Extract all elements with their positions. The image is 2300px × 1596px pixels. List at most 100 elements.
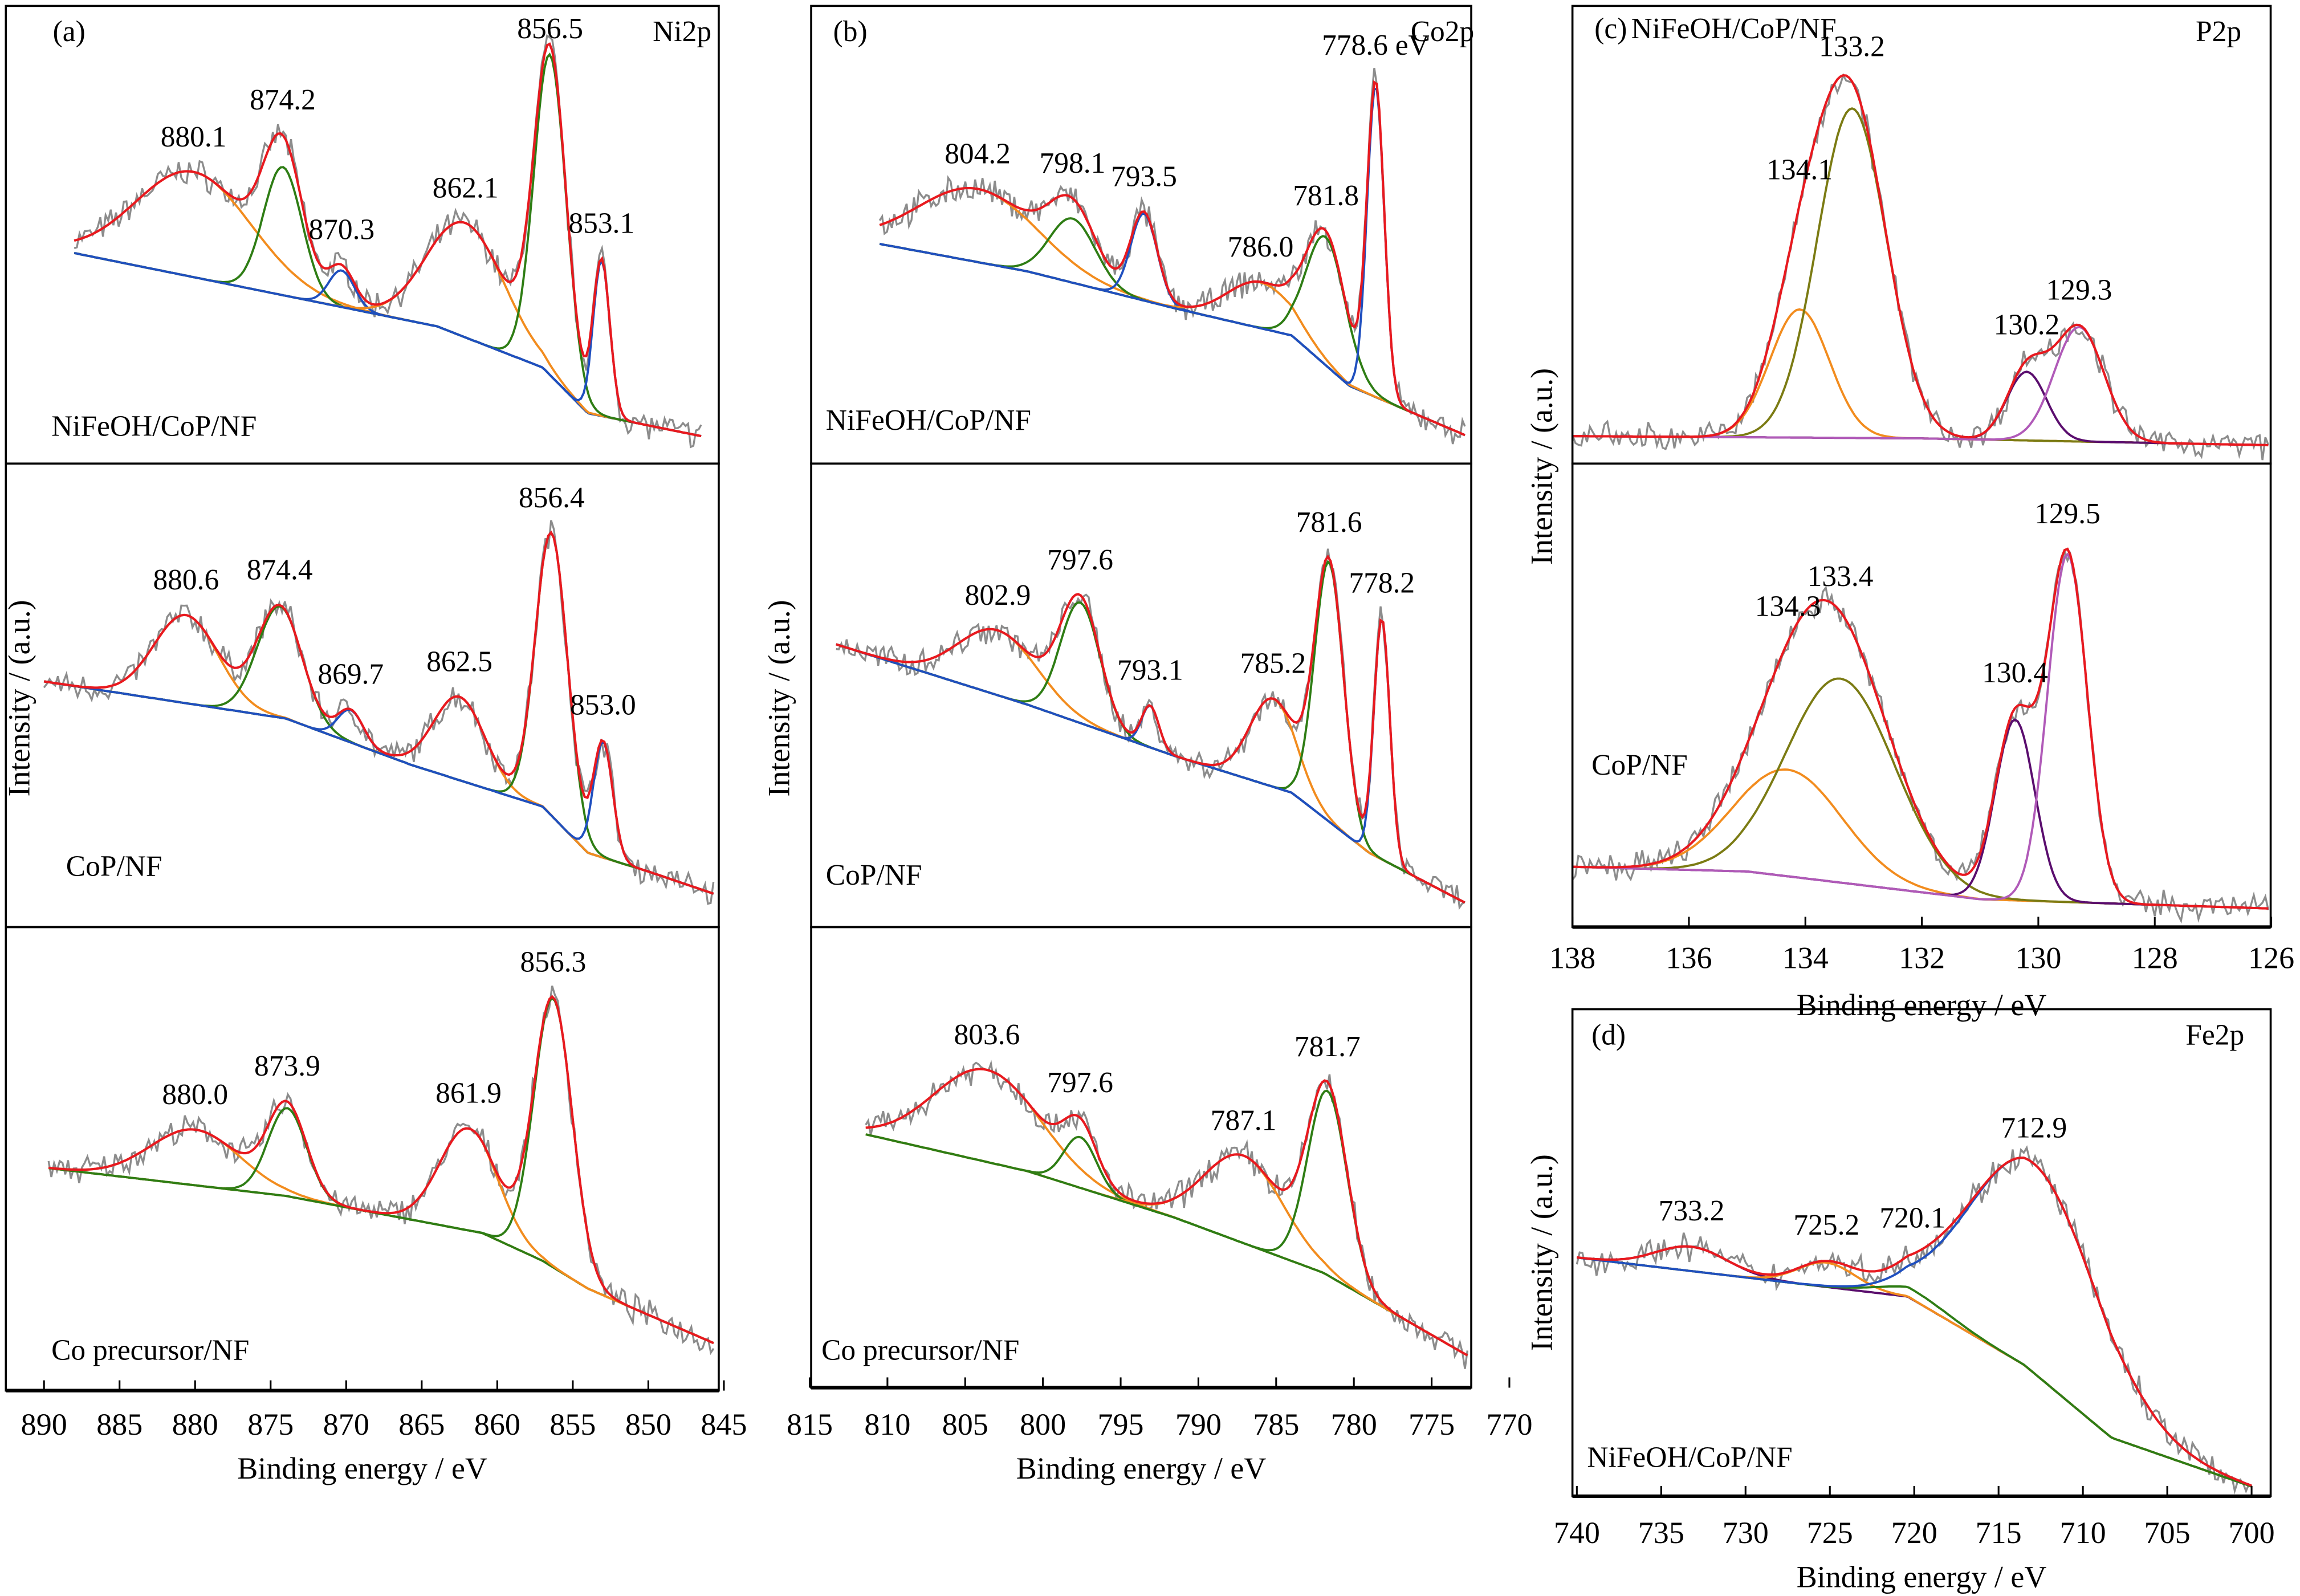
plot-area	[865, 1060, 1469, 1369]
x-tick-label: 126	[2248, 941, 2294, 975]
subplot-co-precursor-nf: 803.6 797.6 787.1 781.7 Co precursor/NF	[810, 926, 1472, 1389]
peak-label: 797.6	[1047, 544, 1113, 576]
subplot-frame	[810, 926, 1472, 1389]
fit-envelope	[1572, 547, 2269, 910]
x-tick-label: 128	[2132, 941, 2178, 975]
x-tick-label: 855	[549, 1407, 596, 1442]
fit-component-862.1	[74, 221, 702, 438]
plot-area	[836, 548, 1466, 910]
peak-label: 133.2	[1819, 30, 1885, 63]
peak-label: 880.1	[161, 121, 227, 153]
x-tick-label: 810	[864, 1407, 910, 1442]
plot-area	[74, 34, 702, 449]
peak-label: 856.5	[517, 13, 583, 45]
x-tick-label: 132	[1899, 941, 1945, 975]
x-tick-label: 880	[172, 1407, 218, 1442]
sample-label: CoP/NF	[1591, 749, 1688, 781]
fit-component-853	[43, 680, 714, 895]
peak-label: 793.1	[1117, 654, 1183, 687]
x-tick-label: 710	[2060, 1516, 2106, 1550]
background-line	[48, 1167, 714, 1344]
peak-label: 781.7	[1294, 1031, 1361, 1063]
fit-component-856.5	[74, 52, 702, 438]
x-tick-label: 138	[1549, 941, 1595, 975]
fit-component-861.9	[48, 1127, 714, 1345]
x-tick-label: 865	[398, 1407, 445, 1442]
peak-label: 129.5	[2034, 498, 2100, 530]
subplot-cop-nf: 802.9 797.6 793.1 785.2 781.6 778.2 CoP/NF	[810, 462, 1472, 929]
peak-label: 874.2	[250, 84, 316, 116]
fit-envelope	[879, 80, 1466, 437]
subplot-frame	[5, 926, 720, 1392]
x-axis-label: Binding energy / eV	[1016, 1451, 1267, 1485]
x-axis-label: Binding energy / eV	[237, 1451, 487, 1485]
panel-b: 804.2 798.1 793.5 786.0 781.8 778.6 eV NiFeOH/…	[762, 5, 1532, 1485]
x-tick-label: 875	[247, 1407, 294, 1442]
sample-label: Co precursor/NF	[821, 1334, 1019, 1367]
peak-label: 870.3	[308, 214, 374, 246]
fit-envelope	[865, 1068, 1468, 1357]
x-tick-label: 850	[625, 1407, 671, 1442]
element-label: Ni2p	[653, 15, 711, 48]
x-tick-label: 845	[701, 1407, 747, 1442]
x-tick-label: 890	[21, 1407, 67, 1442]
sample-label: NiFeOH/CoP/NF	[1587, 1441, 1792, 1473]
peak-label: 129.3	[2046, 274, 2112, 307]
peak-label: 802.9	[965, 579, 1031, 612]
plot-area	[1572, 547, 2270, 924]
y-axis-label: Intensity / (a.u.)	[2, 600, 36, 796]
background-line	[865, 1133, 1468, 1357]
fit-component-133.4	[1572, 677, 2269, 910]
raw-spectrum	[74, 34, 702, 449]
fit-component-793.5	[879, 212, 1466, 437]
fit-component-787.1	[865, 1133, 1468, 1357]
peak-label: 725.2	[1793, 1209, 1859, 1241]
x-tick-label: 780	[1331, 1407, 1377, 1442]
peak-label: 781.8	[1293, 180, 1359, 212]
x-tick-label: 130	[2015, 941, 2061, 975]
peak-label: 778.6 eV	[1322, 29, 1430, 62]
peak-label: 130.4	[1982, 657, 2048, 689]
peak-label: 720.1	[1879, 1202, 1945, 1235]
subplot-nifeoh-cop-nf: 880.1 874.2 870.3 862.1 856.5 853.1 NiFeOH/CoP…	[5, 5, 720, 465]
peak-label: 861.9	[435, 1077, 502, 1110]
x-tick-label: 705	[2144, 1516, 2191, 1550]
peak-label: 853.1	[568, 207, 634, 239]
raw-spectrum	[865, 1060, 1469, 1369]
peak-label: 874.4	[247, 554, 313, 587]
element-label: Co2p	[1411, 15, 1475, 48]
peak-label: 793.5	[1111, 160, 1177, 193]
fit-component-129.3	[1572, 325, 2269, 447]
peak-label: 786.0	[1228, 231, 1294, 263]
peak-label: 134.3	[1755, 590, 1821, 622]
plot-area	[1576, 1145, 2252, 1495]
fit-envelope	[74, 42, 702, 438]
peak-label: 873.9	[254, 1050, 320, 1082]
fit-envelope	[48, 995, 714, 1345]
peak-label: 712.9	[2001, 1112, 2067, 1144]
fit-envelope	[1572, 74, 2269, 447]
x-tick-label: 715	[1976, 1516, 2022, 1550]
x-tick-label: 775	[1409, 1407, 1455, 1442]
peak-label: 853.0	[570, 689, 636, 721]
sample-label: Co precursor/NF	[51, 1334, 249, 1367]
sample-label: CoP/NF	[826, 859, 922, 891]
x-tick-label: 870	[323, 1407, 369, 1442]
y-axis-label: Intensity / (a.u.)	[1525, 368, 1559, 565]
fit-envelope	[1577, 1157, 2252, 1487]
subplot-cop-nf: 880.6 874.4 869.7 862.5 856.4 853.0 CoP/NF	[5, 462, 720, 929]
fit-component-798.1	[879, 217, 1466, 437]
fit-component-856.3	[48, 996, 714, 1345]
fit-component-778.2	[836, 618, 1466, 904]
element-label: Fe2p	[2185, 1019, 2244, 1051]
y-axis-label: Intensity / (a.u.)	[762, 600, 796, 796]
subplot-co-precursor-nf: 880.0 873.9 861.9 856.3 Co precursor/NF	[5, 926, 720, 1392]
fit-component-781.7	[865, 1089, 1468, 1357]
peak-label: 797.6	[1047, 1066, 1113, 1099]
panel-letter: (a)	[53, 15, 86, 48]
x-tick-label: 785	[1253, 1407, 1299, 1442]
fit-component-134.1	[1572, 308, 2269, 447]
raw-spectrum	[1572, 72, 2269, 461]
